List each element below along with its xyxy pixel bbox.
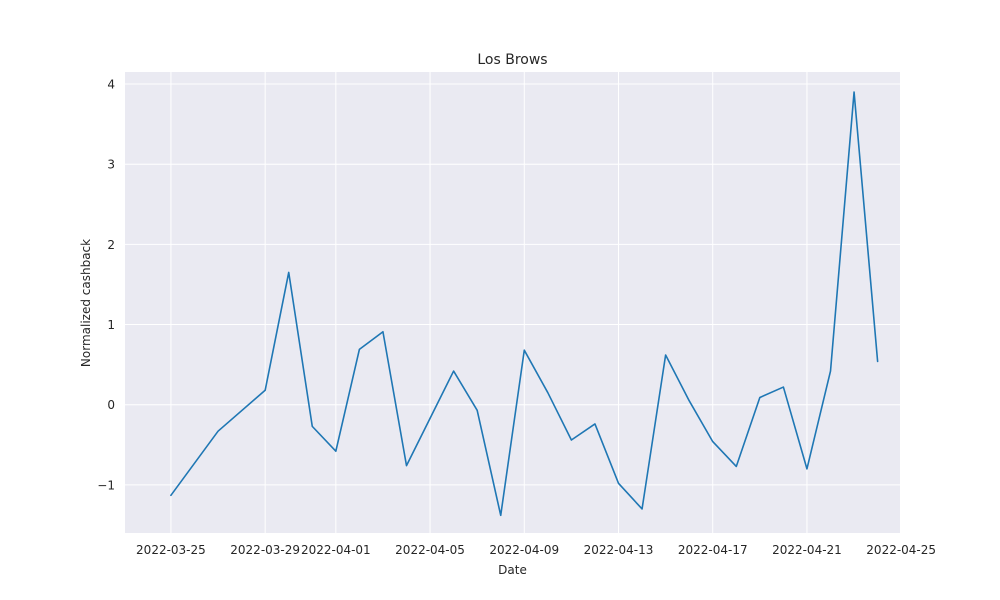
chart-title: Los Brows: [477, 52, 547, 68]
x-tick-label: 2022-04-05: [395, 543, 465, 557]
x-tick-label: 2022-04-13: [584, 543, 654, 557]
y-tick-labels: −1 0 1 2 3 4: [97, 78, 115, 493]
y-tick-label: 2: [107, 238, 115, 252]
grid-lines: [125, 72, 902, 533]
x-tick-label: 2022-03-25: [136, 543, 206, 557]
y-tick-label: 4: [107, 78, 115, 92]
x-tick-label: 2022-04-21: [772, 543, 842, 557]
y-tick-label: 1: [107, 318, 115, 332]
plot-area: [125, 72, 900, 533]
x-axis-label: Date: [498, 563, 527, 577]
series-lines: [170, 91, 879, 517]
x-tick-label: 2022-03-29: [230, 543, 300, 557]
x-tick-labels: 2022-03-25 2022-03-29 2022-04-01 2022-04-05…: [136, 543, 936, 557]
y-axis-label: Normalized cashback: [79, 239, 93, 367]
x-tick-label: 2022-04-17: [678, 543, 748, 557]
y-tick-label: 0: [107, 398, 115, 412]
y-tick-label: 3: [107, 158, 115, 172]
y-tick-label: −1: [97, 478, 115, 492]
series-line: [170, 91, 879, 517]
x-tick-label: 2022-04-25: [866, 543, 936, 557]
x-tick-label: 2022-04-01: [301, 543, 371, 557]
x-tick-label: 2022-04-09: [489, 543, 559, 557]
